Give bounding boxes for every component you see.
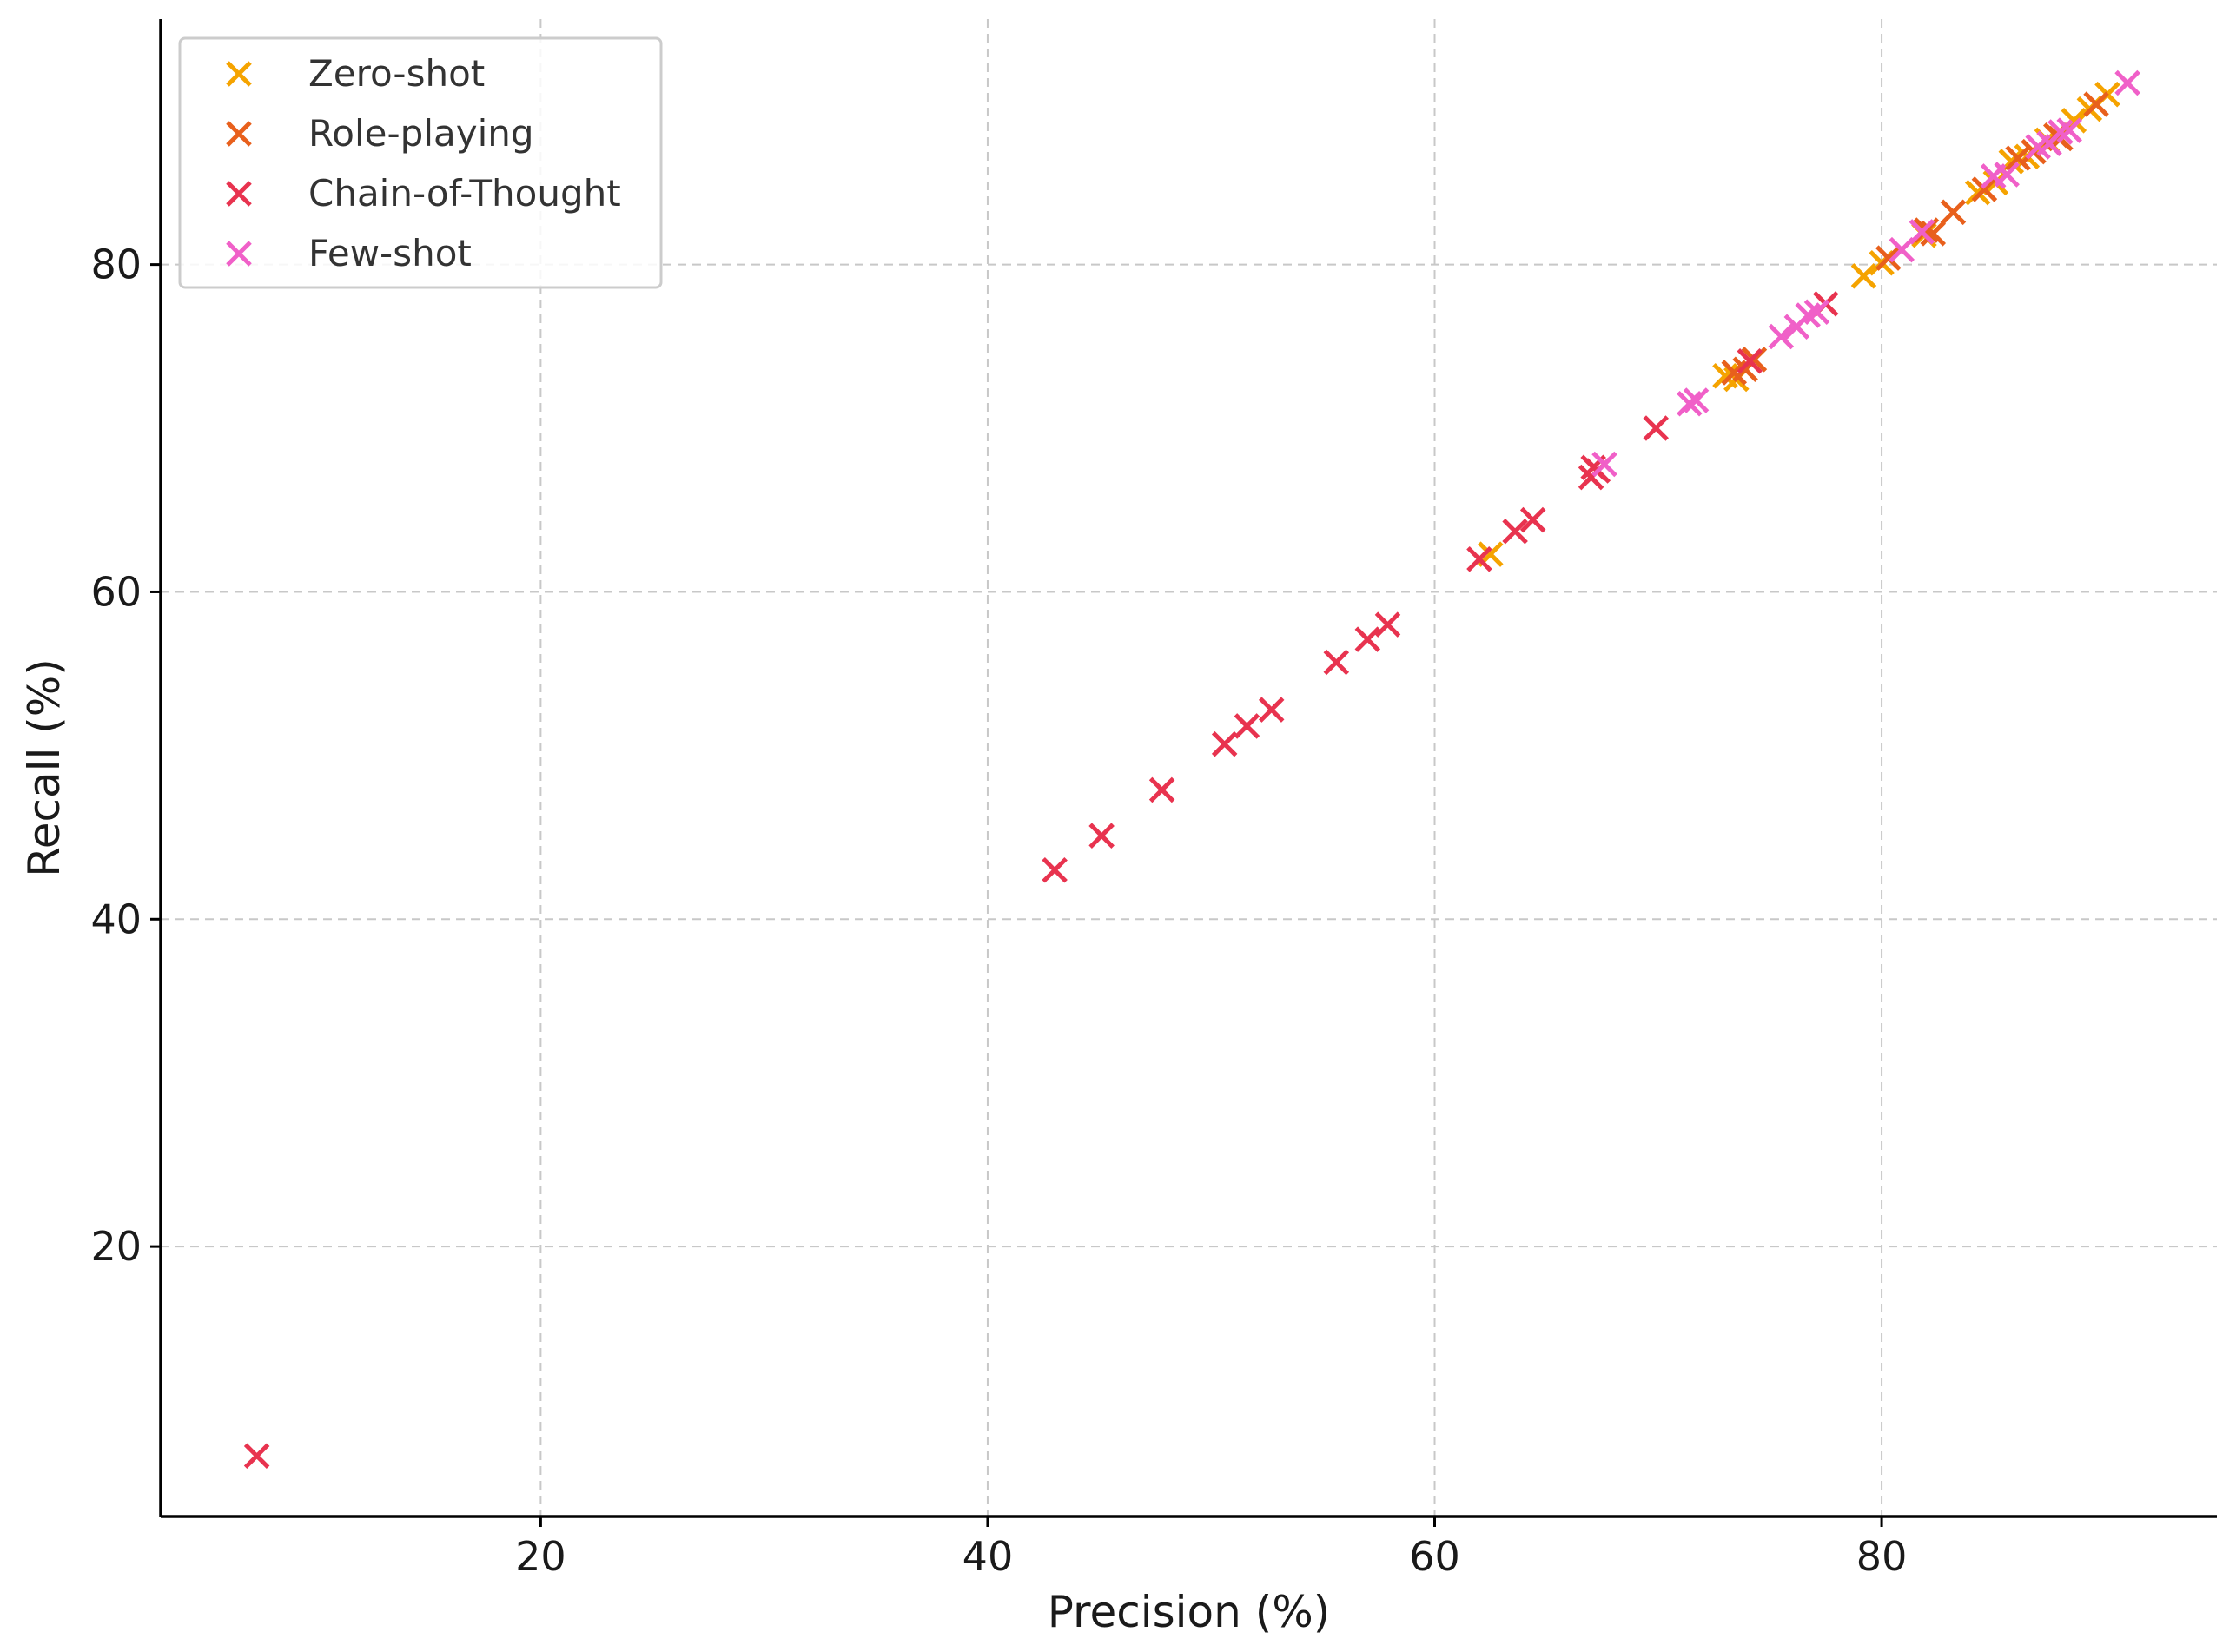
legend-marker-icon [226,181,252,207]
data-point [1803,299,1830,326]
data-point [2114,69,2140,96]
y-tick-label: 40 [90,895,142,942]
legend: Zero-shot Role-playing Chain-of-Thought Few… [178,36,663,289]
data-point [1909,219,1935,245]
legend-label: Chain-of-Thought [308,172,621,215]
data-point [1768,323,1795,350]
y-tick-label: 80 [90,241,142,288]
x-tick-label: 80 [1856,1533,1908,1580]
data-point [1591,451,1617,478]
legend-marker-icon [226,61,252,87]
legend-marker-icon [226,121,252,147]
data-point [1211,730,1238,757]
data-point [1258,697,1285,723]
data-point [1677,391,1703,417]
y-axis-label: Recall (%) [19,658,69,877]
y-tick-label: 60 [90,568,142,615]
data-point [1519,506,1546,533]
data-point [243,1443,270,1470]
data-point [1502,518,1528,545]
data-point [1683,387,1710,413]
data-point [1971,176,1998,202]
data-point [1466,546,1492,572]
legend-item: Few-shot [226,232,472,274]
data-point [1875,245,1902,271]
x-axis-label: Precision (%) [1048,1587,1331,1637]
x-tick-label: 60 [1409,1533,1460,1580]
legend-label: Role-playing [308,112,534,155]
data-point [2056,117,2082,143]
data-point [1737,348,1763,374]
legend-item: Chain-of-Thought [226,172,621,215]
data-point [1148,776,1175,803]
axes-layer [159,19,2217,1518]
legend-item: Role-playing [226,112,534,155]
data-point [1643,415,1669,441]
data-point [2083,91,2109,117]
x-tick-label: 20 [515,1533,566,1580]
data-point [2005,145,2031,171]
data-point [1234,713,1260,739]
legend-marker-icon [226,241,252,267]
data-point [1850,263,1877,289]
data-point [1323,649,1350,676]
data-point [1088,823,1115,849]
y-tick-label: 20 [90,1223,142,1270]
data-point [1374,611,1401,638]
x-tick-label: 40 [963,1533,1014,1580]
data-point [1889,236,1915,263]
points-layer [243,69,2140,1470]
legend-label: Zero-shot [308,52,485,95]
series-few-shot [1591,69,2140,478]
legend-box [178,36,663,289]
data-point [2047,119,2074,145]
data-point [1940,199,1967,226]
legend-item: Zero-shot [226,52,485,95]
ticks-layer: 20 40 60 80 20 40 60 80 [90,241,1907,1580]
data-point [1354,626,1381,652]
legend-label: Few-shot [308,232,472,274]
data-point [1042,856,1068,883]
data-point [1994,162,2020,188]
